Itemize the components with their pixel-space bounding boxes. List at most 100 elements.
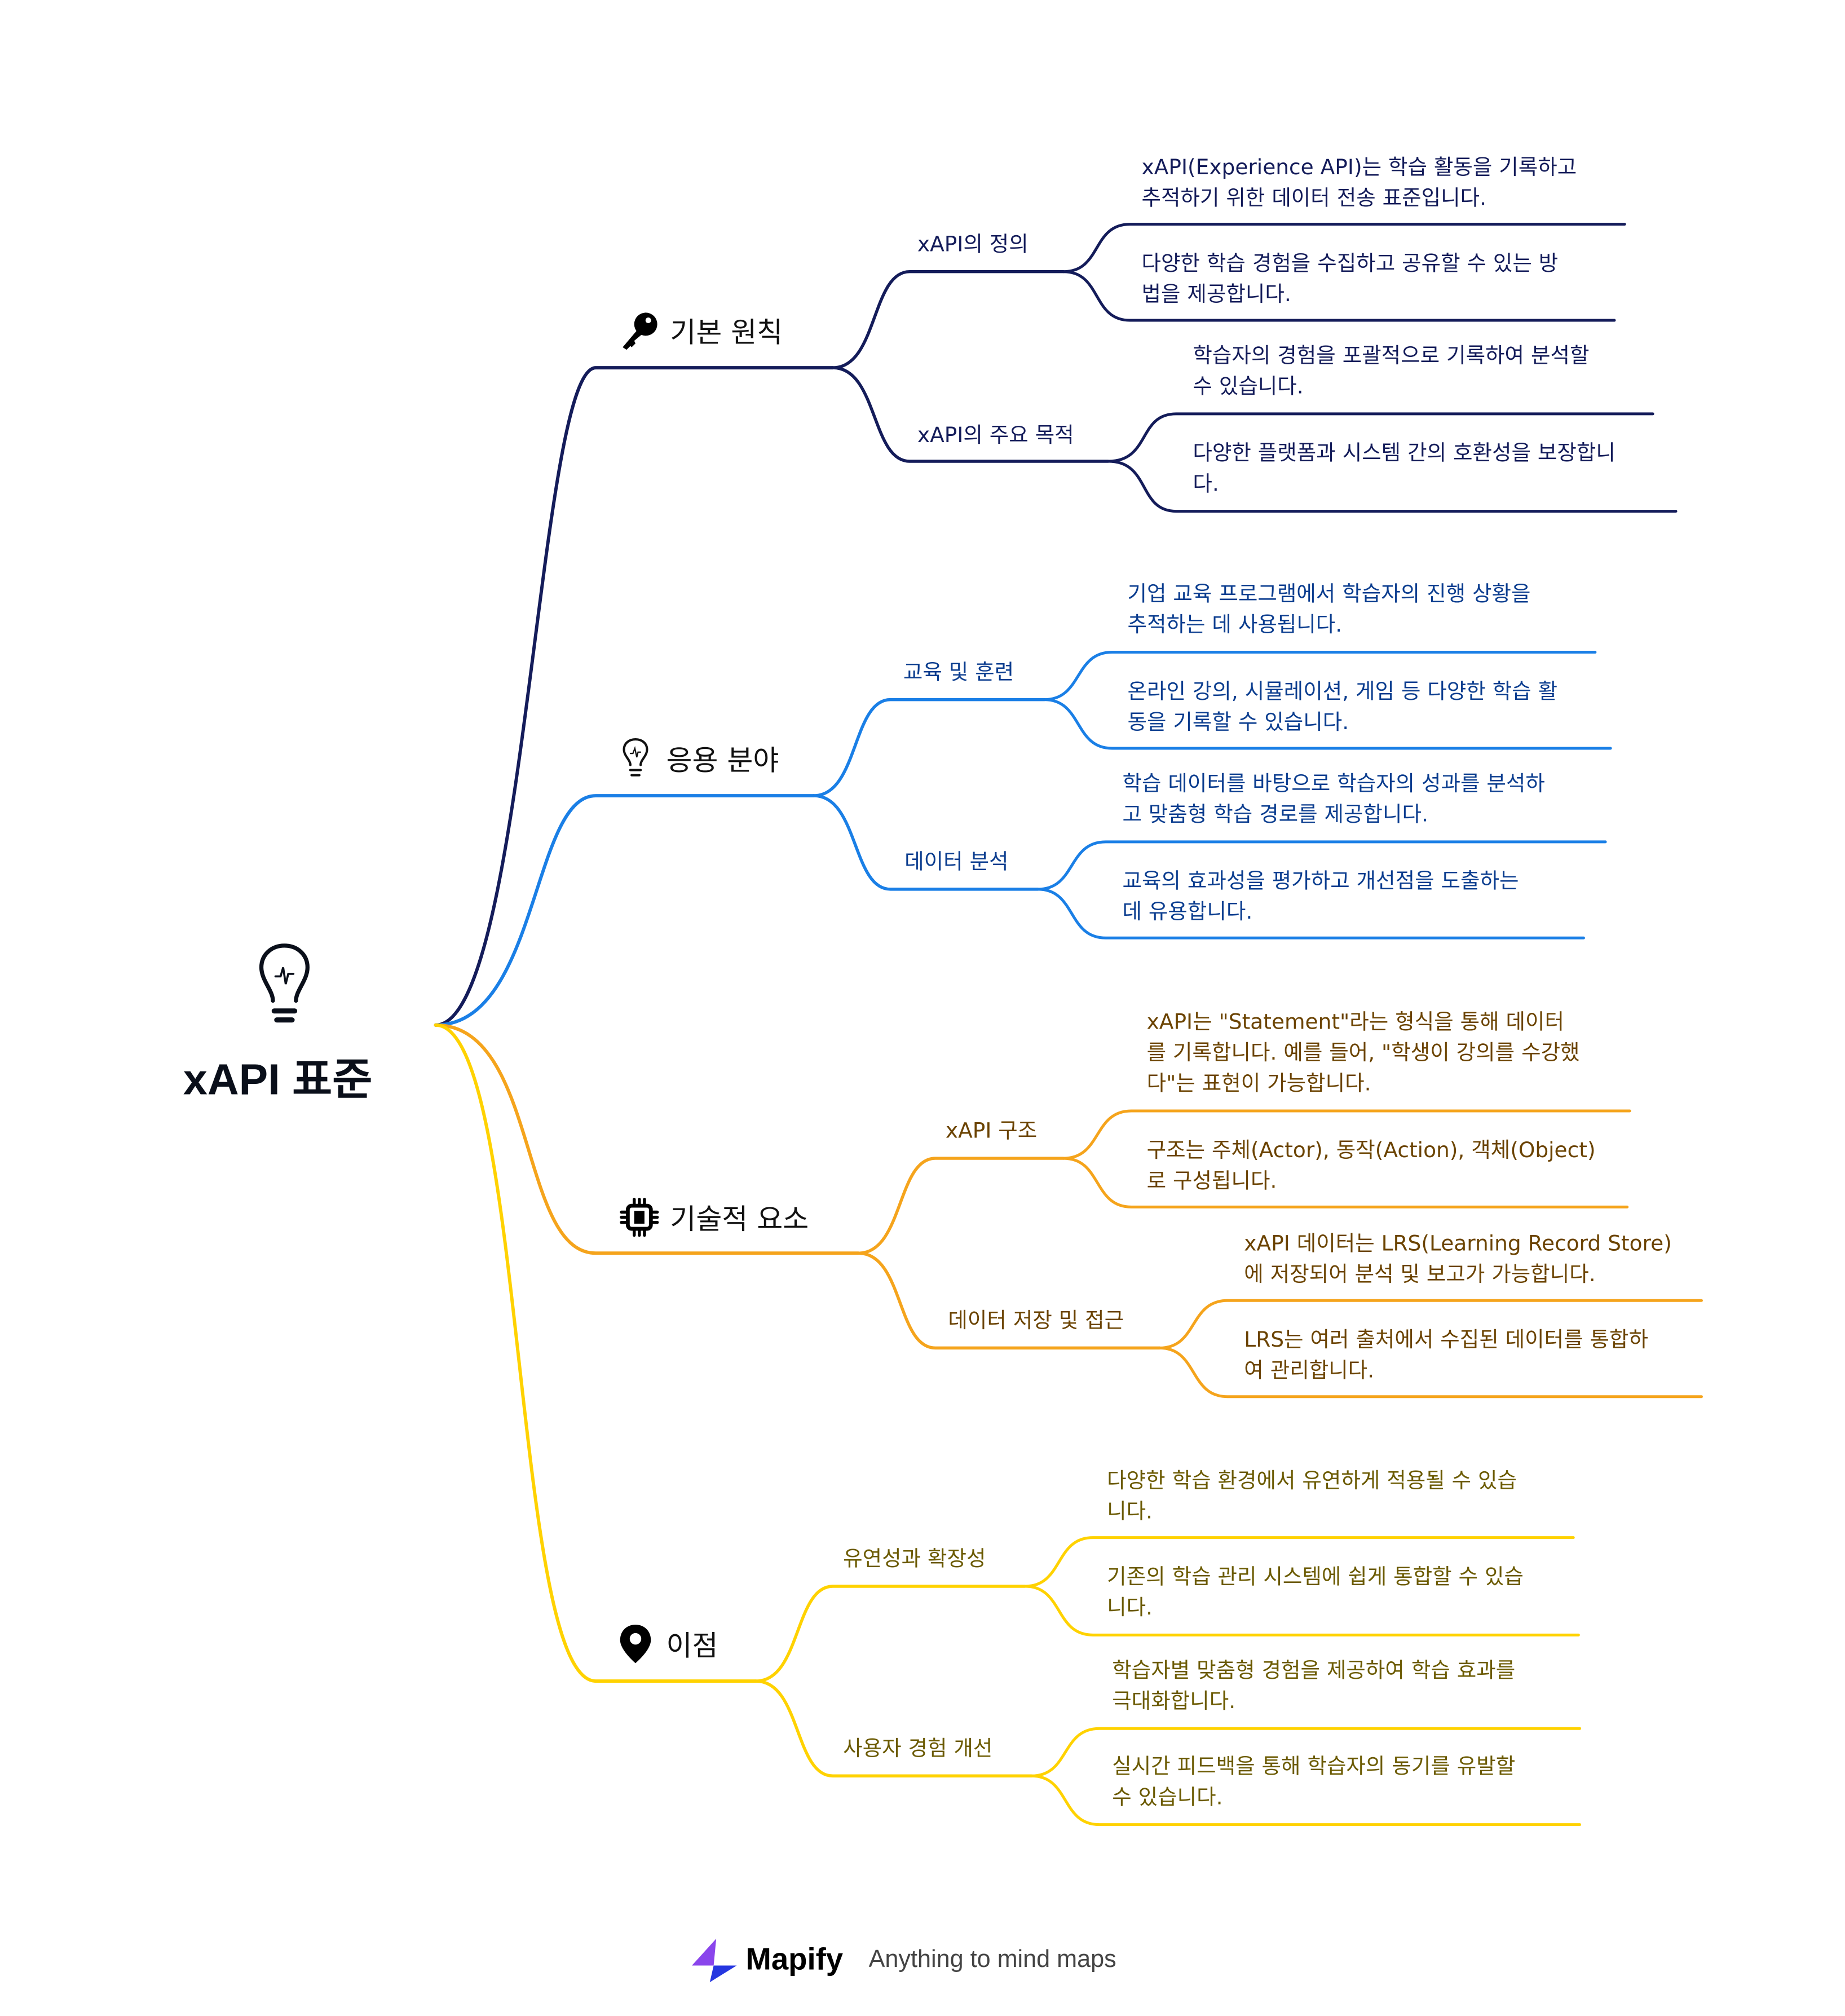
connector-branch4-sub2 [754, 1679, 1033, 1777]
subtopic-flexibility[interactable]: 유연성과 확장성 [843, 1546, 986, 1571]
leaf-line: 다. [1193, 471, 1219, 496]
brand-name: Mapify [745, 1942, 844, 1978]
connector-leaf [1036, 888, 1585, 939]
mapify-bolt-icon [691, 1938, 737, 1983]
chip-icon [620, 1198, 659, 1237]
leaf-line: 를 기록합니다. 예를 들어, "학생이 강의를 수강했 [1146, 1040, 1580, 1065]
subtopic-xapi-definition[interactable]: xAPI의 정의 [917, 232, 1029, 257]
leaf-line: 학습자별 맞춤형 경험을 제공하여 학습 효과를 [1112, 1658, 1516, 1683]
lightbulb-icon [259, 943, 310, 1023]
branch-technical-elements[interactable]: 기술적 요소 [619, 1197, 809, 1238]
leaf-line: 다양한 학습 경험을 수집하고 공유할 수 있는 방 [1141, 251, 1559, 276]
leaf-note[interactable]: 학습자의 경험을 포괄적으로 기록하여 분석할 수 있습니다. [1193, 341, 1589, 402]
subtopic-data-analysis[interactable]: 데이터 분석 [904, 849, 1009, 874]
leaf-line: 학습 데이터를 바탕으로 학습자의 성과를 분석하 [1122, 771, 1545, 796]
key-icon [623, 312, 657, 350]
branch-label: 기술적 요소 [670, 1204, 809, 1237]
leaf-line: LRS는 여러 출처에서 수집된 데이터를 통합하 [1244, 1327, 1649, 1352]
connector-leaf [1030, 1774, 1582, 1827]
leaf-line: 니다. [1107, 1595, 1153, 1620]
leaf-line: 여 관리합니다. [1244, 1358, 1375, 1383]
connector-leaf [1043, 698, 1612, 750]
subtopic-data-storage[interactable]: 데이터 저장 및 접근 [948, 1308, 1124, 1333]
connector-leaf [1062, 1109, 1631, 1160]
branch-basic-principles[interactable]: 기본 원칙 [619, 310, 783, 351]
leaf-line: 기존의 학습 관리 시스템에 쉽게 통합할 수 있습 [1107, 1564, 1524, 1589]
connector-branch1-sub2 [831, 366, 1110, 463]
connector-leaf [1106, 460, 1678, 513]
leaf-line: 다양한 학습 환경에서 유연하게 적용될 수 있습 [1107, 1468, 1517, 1493]
branch-applications[interactable]: 응용 분야 [615, 738, 779, 779]
leaf-note[interactable]: xAPI 데이터는 LRS(Learning Record Store) 에 저장… [1244, 1229, 1672, 1290]
leaf-line: 수 있습니다. [1193, 374, 1304, 399]
leaf-line: 에 저장되어 분석 및 보고가 가능합니다. [1244, 1262, 1596, 1287]
root-title: xAPI 표준 [183, 1056, 373, 1105]
branch-benefits[interactable]: 이점 [615, 1624, 718, 1665]
leaf-line: 추적하기 위한 데이터 전송 표준입니다. [1141, 186, 1487, 210]
leaf-line: 니다. [1107, 1499, 1153, 1524]
leaf-line: 교육의 효과성을 평가하고 개선점을 도출하는 [1122, 868, 1519, 893]
leaf-line: xAPI(Experience API)는 학습 활동을 기록하고 [1141, 155, 1577, 180]
leaf-note[interactable]: 실시간 피드백을 통해 학습자의 동기를 유발할 수 있습니다. [1112, 1752, 1515, 1813]
connector-leaf [1062, 270, 1616, 322]
connector-branch3-sub1 [857, 1157, 1065, 1255]
leaf-line: xAPI는 "Statement"라는 형식을 통해 데이터 [1146, 1009, 1565, 1034]
connector-leaf [1043, 651, 1597, 702]
leaf-line: 고 맞춤형 학습 경로를 제공합니다. [1122, 802, 1428, 827]
subtopic-education-training[interactable]: 교육 및 훈련 [903, 660, 1014, 685]
leaf-line: 추적하는 데 사용됩니다. [1127, 612, 1343, 637]
leaf-line: 온라인 강의, 시뮬레이션, 게임 등 다양한 학습 활 [1127, 679, 1558, 704]
leaf-line: xAPI 데이터는 LRS(Learning Record Store) [1244, 1231, 1672, 1256]
connector-root-branch1 [434, 366, 835, 1027]
footer-branding: Mapify Anything to mind maps [689, 1938, 1116, 1984]
tagline: Anything to mind maps [868, 1946, 1116, 1974]
connector-leaf [1062, 223, 1626, 273]
branch-label: 응용 분야 [666, 745, 779, 778]
connector-leaf [1030, 1727, 1582, 1777]
leaf-note[interactable]: 온라인 강의, 시뮬레이션, 게임 등 다양한 학습 활 동을 기록할 수 있습니… [1128, 677, 1558, 738]
connector-leaf [1023, 1585, 1580, 1636]
connector-leaf [1036, 840, 1607, 891]
leaf-line: 다"는 표현이 가능합니다. [1146, 1071, 1371, 1096]
leaf-line: 극대화합니다. [1112, 1688, 1236, 1713]
leaf-note[interactable]: 구조는 주체(Actor), 동작(Action), 객체(Object) 로 구… [1147, 1135, 1596, 1197]
map-pin-icon [620, 1625, 651, 1664]
subtopic-user-experience[interactable]: 사용자 경험 개선 [843, 1736, 993, 1761]
connector-branch4-sub1 [754, 1585, 1027, 1683]
subtopic-xapi-structure[interactable]: xAPI 구조 [945, 1118, 1038, 1143]
leaf-line: 수 있습니다. [1112, 1785, 1223, 1810]
leaf-line: 로 구성됩니다. [1146, 1168, 1277, 1193]
connector-leaf [1023, 1536, 1575, 1588]
leaf-line: 법을 제공합니다. [1141, 281, 1291, 307]
connector-leaf [1062, 1157, 1629, 1208]
connector-branch2-sub2 [812, 794, 1040, 891]
branch-label: 기본 원칙 [670, 317, 783, 350]
connector-leaf [1106, 412, 1654, 463]
connector-leaf [1158, 1299, 1703, 1349]
connector-root-branch2 [434, 794, 815, 1027]
connector-leaf [1158, 1346, 1703, 1399]
connector-branch1-sub1 [831, 270, 1065, 369]
leaf-line: 데 유용합니다. [1122, 899, 1253, 924]
connector-branch3-sub2 [857, 1251, 1162, 1350]
lightbulb-outline-icon [623, 738, 648, 777]
leaf-line: 다양한 플랫폼과 시스템 간의 호환성을 보장합니 [1193, 440, 1616, 465]
subtopic-xapi-purpose[interactable]: xAPI의 주요 목적 [917, 422, 1074, 447]
leaf-line: 구조는 주체(Actor), 동작(Action), 객체(Object) [1146, 1137, 1596, 1162]
leaf-line: 기업 교육 프로그램에서 학습자의 진행 상황을 [1127, 581, 1531, 606]
connector-branch2-sub1 [812, 698, 1046, 797]
connector-root-branch3 [434, 1023, 860, 1255]
branch-label: 이점 [666, 1631, 718, 1664]
